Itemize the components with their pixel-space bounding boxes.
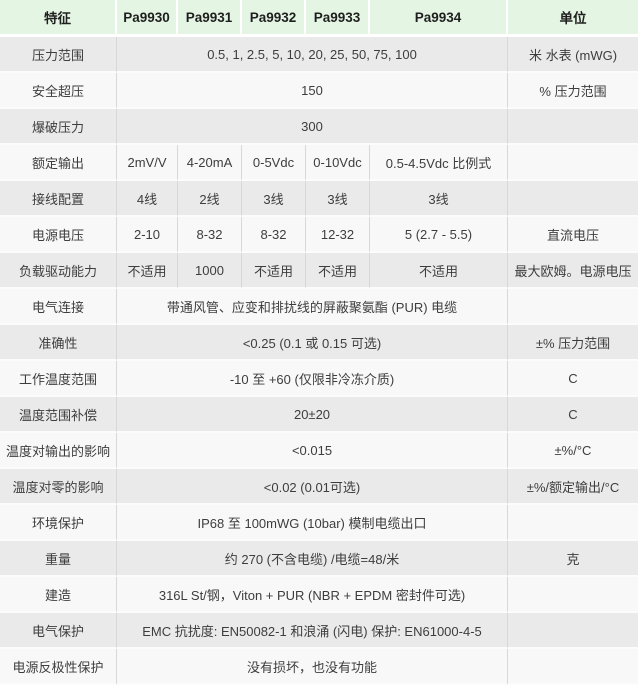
value-cell: EMC 抗扰度: EN50082-1 和浪涌 (闪电) 保护: EN61000-… [117,613,508,649]
value-cell: IP68 至 100mWG (10bar) 模制电缆出口 [117,505,508,541]
feature-cell: 爆破压力 [0,109,117,145]
unit-cell: C [508,361,638,397]
header-row: 特征 Pa9930 Pa9931 Pa9932 Pa9933 Pa9934 单位 [0,0,638,37]
table-row-pressure-range: 压力范围 0.5, 1, 2.5, 5, 10, 20, 25, 50, 75,… [0,37,638,73]
header-model-pa9933: Pa9933 [306,0,370,37]
table-row-load-drive: 负载驱动能力 不适用 1000 不适用 不适用 不适用 最大欧姆。电源电压 [0,253,638,289]
table-row-operating-temp: 工作温度范围 -10 至 +60 (仅限非冷冻介质) C [0,361,638,397]
feature-cell: 工作温度范围 [0,361,117,397]
table-row-accuracy: 准确性 <0.25 (0.1 或 0.15 可选) ±% 压力范围 [0,325,638,361]
value-cell: 2mV/V [117,145,178,181]
header-model-pa9930: Pa9930 [117,0,178,37]
header-model-pa9934: Pa9934 [370,0,508,37]
header-model-pa9931: Pa9931 [178,0,242,37]
unit-cell [508,505,638,541]
unit-cell: % 压力范围 [508,73,638,109]
value-cell: 不适用 [370,253,508,289]
value-cell: 不适用 [117,253,178,289]
feature-cell: 电源反极性保护 [0,649,117,685]
feature-cell: 额定输出 [0,145,117,181]
value-cell: 约 270 (不含电缆) /电缆=48/米 [117,541,508,577]
table-row-temp-effect-output: 温度对输出的影响 <0.015 ±%/°C [0,433,638,469]
value-cell: 5 (2.7 - 5.5) [370,217,508,253]
value-cell: -10 至 +60 (仅限非冷冻介质) [117,361,508,397]
unit-cell: ±%/°C [508,433,638,469]
unit-cell: ±%/额定输出/°C [508,469,638,505]
feature-cell: 接线配置 [0,181,117,217]
table-row-environmental-protection: 环境保护 IP68 至 100mWG (10bar) 模制电缆出口 [0,505,638,541]
feature-cell: 准确性 [0,325,117,361]
table-row-safe-overpressure: 安全超压 150 % 压力范围 [0,73,638,109]
table-row-construction: 建造 316L St/钢，Viton + PUR (NBR + EPDM 密封件… [0,577,638,613]
value-cell: 300 [117,109,508,145]
table-row-electrical-protection: 电气保护 EMC 抗扰度: EN50082-1 和浪涌 (闪电) 保护: EN6… [0,613,638,649]
feature-cell: 负载驱动能力 [0,253,117,289]
value-cell: 4-20mA [178,145,242,181]
value-cell: 12-32 [306,217,370,253]
table-row-temp-effect-zero: 温度对零的影响 <0.02 (0.01可选) ±%/额定输出/°C [0,469,638,505]
value-cell: 1000 [178,253,242,289]
value-cell: 2-10 [117,217,178,253]
value-cell: 带通风管、应变和排扰线的屏蔽聚氨酯 (PUR) 电缆 [117,289,508,325]
unit-cell: 克 [508,541,638,577]
table-row-temp-compensation: 温度范围补偿 20±20 C [0,397,638,433]
unit-cell [508,613,638,649]
unit-cell [508,145,638,181]
unit-cell [508,109,638,145]
unit-cell [508,577,638,613]
value-cell: 不适用 [306,253,370,289]
unit-cell: 米 水表 (mWG) [508,37,638,73]
value-cell: 0.5-4.5Vdc 比例式 [370,145,508,181]
unit-cell: ±% 压力范围 [508,325,638,361]
unit-cell [508,181,638,217]
value-cell: 没有损坏，也没有功能 [117,649,508,685]
table-row-rated-output: 额定输出 2mV/V 4-20mA 0-5Vdc 0-10Vdc 0.5-4.5… [0,145,638,181]
feature-cell: 电源电压 [0,217,117,253]
value-cell: 0.5, 1, 2.5, 5, 10, 20, 25, 50, 75, 100 [117,37,508,73]
table-header: 特征 Pa9930 Pa9931 Pa9932 Pa9933 Pa9934 单位 [0,0,638,37]
header-model-pa9932: Pa9932 [242,0,306,37]
value-cell: 3线 [306,181,370,217]
unit-cell [508,649,638,685]
value-cell: 3线 [370,181,508,217]
value-cell: 4线 [117,181,178,217]
feature-cell: 温度范围补偿 [0,397,117,433]
table-row-electrical-connection: 电气连接 带通风管、应变和排扰线的屏蔽聚氨酯 (PUR) 电缆 [0,289,638,325]
value-cell: 2线 [178,181,242,217]
value-cell: 0-10Vdc [306,145,370,181]
feature-cell: 环境保护 [0,505,117,541]
table-row-reverse-polarity: 电源反极性保护 没有损坏，也没有功能 [0,649,638,685]
feature-cell: 温度对输出的影响 [0,433,117,469]
value-cell: 0-5Vdc [242,145,306,181]
value-cell: 8-32 [242,217,306,253]
value-cell: <0.015 [117,433,508,469]
table-row-weight: 重量 约 270 (不含电缆) /电缆=48/米 克 [0,541,638,577]
unit-cell: C [508,397,638,433]
unit-cell [508,289,638,325]
value-cell: 150 [117,73,508,109]
unit-cell: 最大欧姆。电源电压 [508,253,638,289]
value-cell: 20±20 [117,397,508,433]
table-row-burst-pressure: 爆破压力 300 [0,109,638,145]
value-cell: 不适用 [242,253,306,289]
feature-cell: 电气连接 [0,289,117,325]
feature-cell: 压力范围 [0,37,117,73]
value-cell: <0.02 (0.01可选) [117,469,508,505]
feature-cell: 安全超压 [0,73,117,109]
feature-cell: 电气保护 [0,613,117,649]
table-row-wiring-config: 接线配置 4线 2线 3线 3线 3线 [0,181,638,217]
feature-cell: 建造 [0,577,117,613]
value-cell: 316L St/钢，Viton + PUR (NBR + EPDM 密封件可选) [117,577,508,613]
feature-cell: 重量 [0,541,117,577]
table-row-supply-voltage: 电源电压 2-10 8-32 8-32 12-32 5 (2.7 - 5.5) … [0,217,638,253]
value-cell: <0.25 (0.1 或 0.15 可选) [117,325,508,361]
header-feature: 特征 [0,0,117,37]
value-cell: 3线 [242,181,306,217]
unit-cell: 直流电压 [508,217,638,253]
feature-cell: 温度对零的影响 [0,469,117,505]
header-unit: 单位 [508,0,638,37]
value-cell: 8-32 [178,217,242,253]
